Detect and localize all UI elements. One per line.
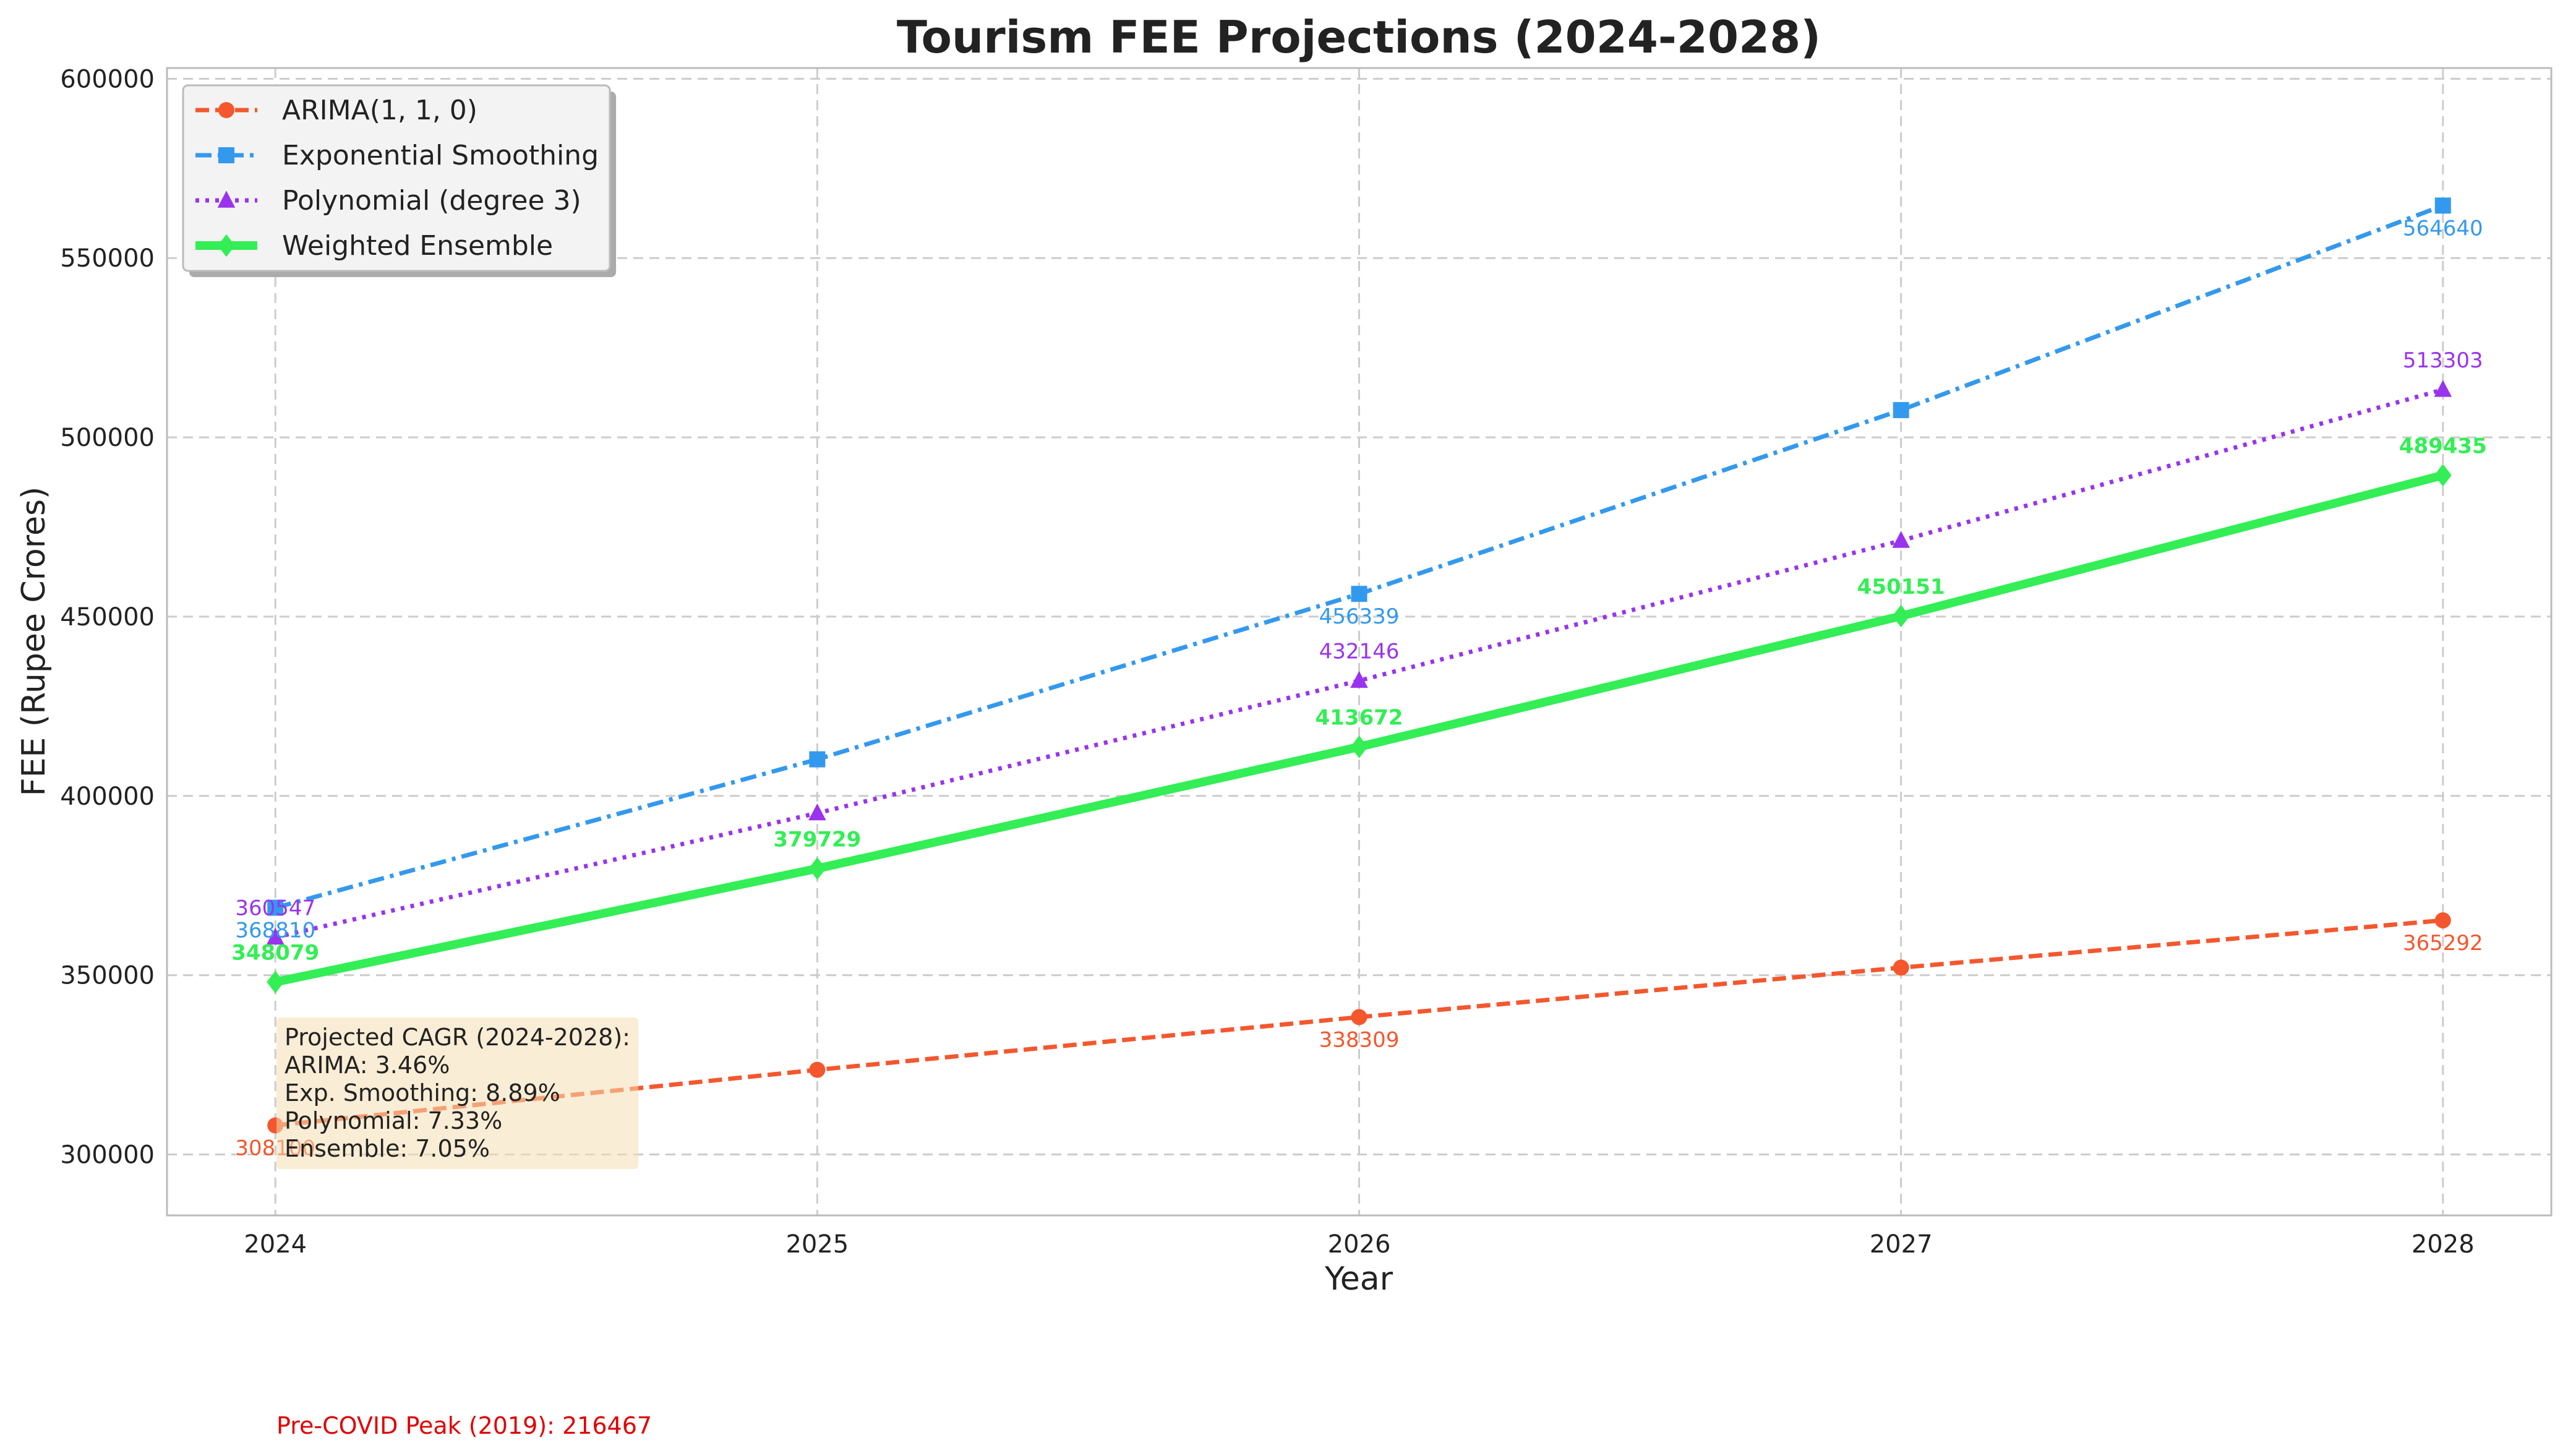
- y-tick-label: 500000: [60, 424, 155, 452]
- data-label: 432146: [1319, 639, 1400, 664]
- data-point: [267, 970, 285, 993]
- data-label: 338309: [1319, 1027, 1400, 1052]
- data-label: 564640: [2403, 216, 2483, 241]
- data-point: [1892, 604, 1910, 628]
- point-labels: 3081003383093652923688104563395646403605…: [231, 216, 2486, 1160]
- series-1: [267, 197, 2451, 916]
- data-point: [809, 1061, 826, 1078]
- data-point: [1350, 735, 1368, 758]
- series-2: [266, 380, 2452, 945]
- data-point: [2434, 380, 2452, 397]
- data-point: [1893, 402, 1909, 419]
- data-point: [2434, 912, 2451, 928]
- legend-marker: [218, 147, 234, 163]
- cagr-line: Polynomial: 7.33%: [285, 1107, 502, 1134]
- y-tick-label: 400000: [60, 782, 155, 811]
- x-axis-label: Year: [1324, 1261, 1393, 1298]
- legend-entry: Weighted Ensemble: [195, 230, 553, 262]
- cagr-line: Projected CAGR (2024-2028):: [285, 1024, 630, 1051]
- x-tick-label: 2027: [1870, 1230, 1933, 1259]
- data-label: 368810: [235, 919, 315, 943]
- legend-marker: [218, 234, 235, 257]
- plot-frame: [166, 67, 2553, 1217]
- legend-label: Exponential Smoothing: [282, 140, 599, 171]
- legend-label: Weighted Ensemble: [282, 230, 553, 262]
- legend: ARIMA(1, 1, 0) Exponential Smoothing Polyn…: [182, 84, 616, 277]
- data-point: [267, 899, 284, 916]
- pre-covid-note: Pre-COVID Peak (2019): 216467: [276, 1412, 652, 1439]
- data-label: 450151: [1857, 575, 1945, 599]
- x-tick-label: 2024: [244, 1230, 307, 1259]
- tick-labels: 2024 2025 2026 2027 2028 300000 350000 400000 45…: [60, 65, 2474, 1259]
- data-label: 379729: [773, 827, 861, 852]
- x-tick-label: 2025: [785, 1230, 849, 1259]
- data-point: [1892, 531, 1910, 548]
- data-point: [266, 927, 285, 945]
- data-label: 513303: [2403, 348, 2483, 373]
- data-point: [1893, 959, 1909, 976]
- data-point: [2434, 464, 2452, 487]
- data-point: [1351, 586, 1367, 602]
- data-label: 489435: [2399, 434, 2487, 458]
- legend-label: ARIMA(1, 1, 0): [282, 95, 477, 126]
- y-axis-label: FEE (Rupee Crores): [15, 487, 53, 797]
- data-point: [808, 803, 826, 821]
- data-point: [1351, 1009, 1367, 1026]
- y-tick-label: 300000: [60, 1141, 155, 1169]
- series-3: [267, 464, 2452, 993]
- data-point: [1350, 670, 1368, 688]
- data-point: [808, 857, 826, 880]
- data-point: [2434, 197, 2451, 214]
- data-point: [809, 751, 826, 768]
- data-label: 456339: [1319, 604, 1400, 629]
- cagr-line: Exp. Smoothing: 8.89%: [285, 1079, 560, 1107]
- y-tick-label: 550000: [60, 244, 155, 273]
- x-tick-label: 2028: [2412, 1230, 2475, 1259]
- y-tick-label: 600000: [60, 65, 155, 93]
- grid-lines: [167, 68, 2551, 1215]
- data-label: 360547: [235, 896, 315, 920]
- y-tick-label: 350000: [60, 962, 155, 990]
- y-tick-label: 450000: [60, 603, 155, 632]
- cagr-line: Ensemble: 7.05%: [285, 1135, 490, 1162]
- x-tick-label: 2026: [1328, 1230, 1391, 1259]
- legend-marker: [218, 102, 234, 118]
- data-label: 348079: [231, 941, 319, 966]
- legend-label: Polynomial (degree 3): [282, 185, 581, 216]
- legend-entry: Exponential Smoothing: [195, 140, 599, 171]
- cagr-annotation-box: Projected CAGR (2024-2028): ARIMA: 3.46%…: [276, 1017, 638, 1169]
- legend-marker: [217, 191, 236, 208]
- chart-title: Tourism FEE Projections (2024-2028): [897, 11, 1821, 63]
- legend-entry: Polynomial (degree 3): [195, 185, 581, 216]
- legend-entry: ARIMA(1, 1, 0): [195, 95, 477, 126]
- cagr-line: ARIMA: 3.46%: [285, 1051, 450, 1079]
- series-line: [275, 387, 2444, 940]
- data-label: 365292: [2403, 931, 2483, 956]
- data-label: 413672: [1316, 706, 1403, 730]
